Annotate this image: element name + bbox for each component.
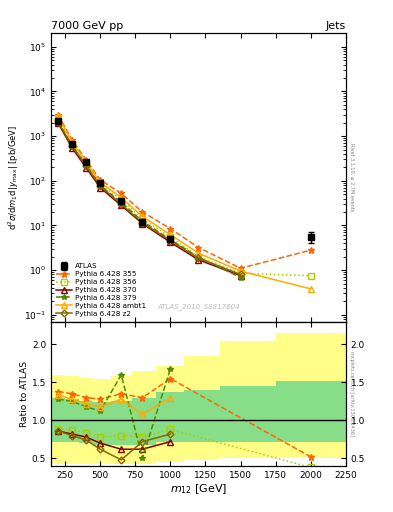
- Pythia 6.428 355: [238, 265, 243, 271]
- Pythia 6.428 370: [196, 257, 201, 263]
- Pythia 6.428 379: [196, 254, 201, 260]
- Pythia 6.428 356: [309, 272, 313, 279]
- Pythia 6.428 379: [168, 237, 173, 243]
- Line: Pythia 6.428 ambt1: Pythia 6.428 ambt1: [55, 114, 314, 292]
- Pythia 6.428 355: [70, 137, 75, 143]
- Pythia 6.428 370: [119, 202, 124, 208]
- Pythia 6.428 356: [98, 182, 103, 188]
- Line: Pythia 6.428 356: Pythia 6.428 356: [55, 116, 314, 279]
- Pythia 6.428 z2: [196, 255, 201, 261]
- Pythia 6.428 z2: [140, 220, 145, 226]
- Pythia 6.428 ambt1: [56, 113, 61, 119]
- Pythia 6.428 355: [168, 225, 173, 231]
- Pythia 6.428 379: [98, 182, 103, 188]
- Pythia 6.428 356: [70, 142, 75, 148]
- Pythia 6.428 355: [119, 190, 124, 197]
- Pythia 6.428 379: [140, 218, 145, 224]
- Pythia 6.428 ambt1: [168, 231, 173, 238]
- Pythia 6.428 370: [56, 120, 61, 126]
- Pythia 6.428 z2: [168, 238, 173, 244]
- Pythia 6.428 370: [168, 239, 173, 245]
- Pythia 6.428 z2: [238, 271, 243, 278]
- Pythia 6.428 356: [56, 115, 61, 121]
- Pythia 6.428 355: [309, 247, 313, 253]
- Pythia 6.428 379: [119, 199, 124, 205]
- Pythia 6.428 379: [56, 118, 61, 124]
- Pythia 6.428 370: [70, 145, 75, 151]
- Pythia 6.428 ambt1: [84, 159, 88, 165]
- Y-axis label: Ratio to ATLAS: Ratio to ATLAS: [20, 361, 29, 427]
- Text: 7000 GeV pp: 7000 GeV pp: [51, 21, 123, 31]
- Text: mcplots.cern.ch [arXiv:1306.3436]: mcplots.cern.ch [arXiv:1306.3436]: [349, 351, 354, 436]
- Pythia 6.428 355: [56, 112, 61, 118]
- Legend: ATLAS, Pythia 6.428 355, Pythia 6.428 356, Pythia 6.428 370, Pythia 6.428 379, P: ATLAS, Pythia 6.428 355, Pythia 6.428 35…: [55, 262, 147, 318]
- Y-axis label: $\mathrm{d}^2\sigma/\mathrm{d}m_1\mathrm{d}|y_\mathrm{max}|$ [pb/GeV]: $\mathrm{d}^2\sigma/\mathrm{d}m_1\mathrm…: [7, 125, 21, 230]
- Pythia 6.428 370: [238, 272, 243, 279]
- Line: Pythia 6.428 370: Pythia 6.428 370: [55, 120, 243, 279]
- Text: ATLAS_2010_S8817804: ATLAS_2010_S8817804: [157, 304, 240, 310]
- X-axis label: $m_{12}$ [GeV]: $m_{12}$ [GeV]: [170, 482, 227, 496]
- Pythia 6.428 356: [84, 161, 88, 167]
- Pythia 6.428 355: [140, 209, 145, 215]
- Pythia 6.428 356: [140, 216, 145, 222]
- Line: Pythia 6.428 355: Pythia 6.428 355: [55, 111, 314, 272]
- Pythia 6.428 356: [196, 253, 201, 260]
- Pythia 6.428 356: [168, 234, 173, 240]
- Pythia 6.428 ambt1: [238, 268, 243, 274]
- Text: Jets: Jets: [325, 21, 346, 31]
- Pythia 6.428 356: [119, 197, 124, 203]
- Pythia 6.428 355: [196, 244, 201, 250]
- Pythia 6.428 z2: [98, 183, 103, 189]
- Pythia 6.428 370: [140, 221, 145, 227]
- Pythia 6.428 ambt1: [98, 179, 103, 185]
- Pythia 6.428 355: [98, 177, 103, 183]
- Pythia 6.428 379: [70, 143, 75, 149]
- Line: Pythia 6.428 379: Pythia 6.428 379: [55, 118, 243, 281]
- Pythia 6.428 370: [98, 185, 103, 191]
- Pythia 6.428 355: [84, 157, 88, 163]
- Pythia 6.428 z2: [56, 119, 61, 125]
- Pythia 6.428 ambt1: [140, 213, 145, 219]
- Pythia 6.428 ambt1: [196, 250, 201, 256]
- Text: Rivet 3.1.10, ≥ 2.7M events: Rivet 3.1.10, ≥ 2.7M events: [349, 143, 354, 211]
- Pythia 6.428 z2: [84, 163, 88, 169]
- Pythia 6.428 379: [84, 162, 88, 168]
- Pythia 6.428 356: [238, 270, 243, 276]
- Pythia 6.428 z2: [119, 201, 124, 207]
- Pythia 6.428 ambt1: [309, 286, 313, 292]
- Pythia 6.428 z2: [70, 143, 75, 150]
- Line: Pythia 6.428 z2: Pythia 6.428 z2: [56, 120, 243, 277]
- Pythia 6.428 ambt1: [70, 139, 75, 145]
- Pythia 6.428 370: [84, 165, 88, 171]
- Pythia 6.428 379: [238, 274, 243, 281]
- Pythia 6.428 ambt1: [119, 195, 124, 201]
